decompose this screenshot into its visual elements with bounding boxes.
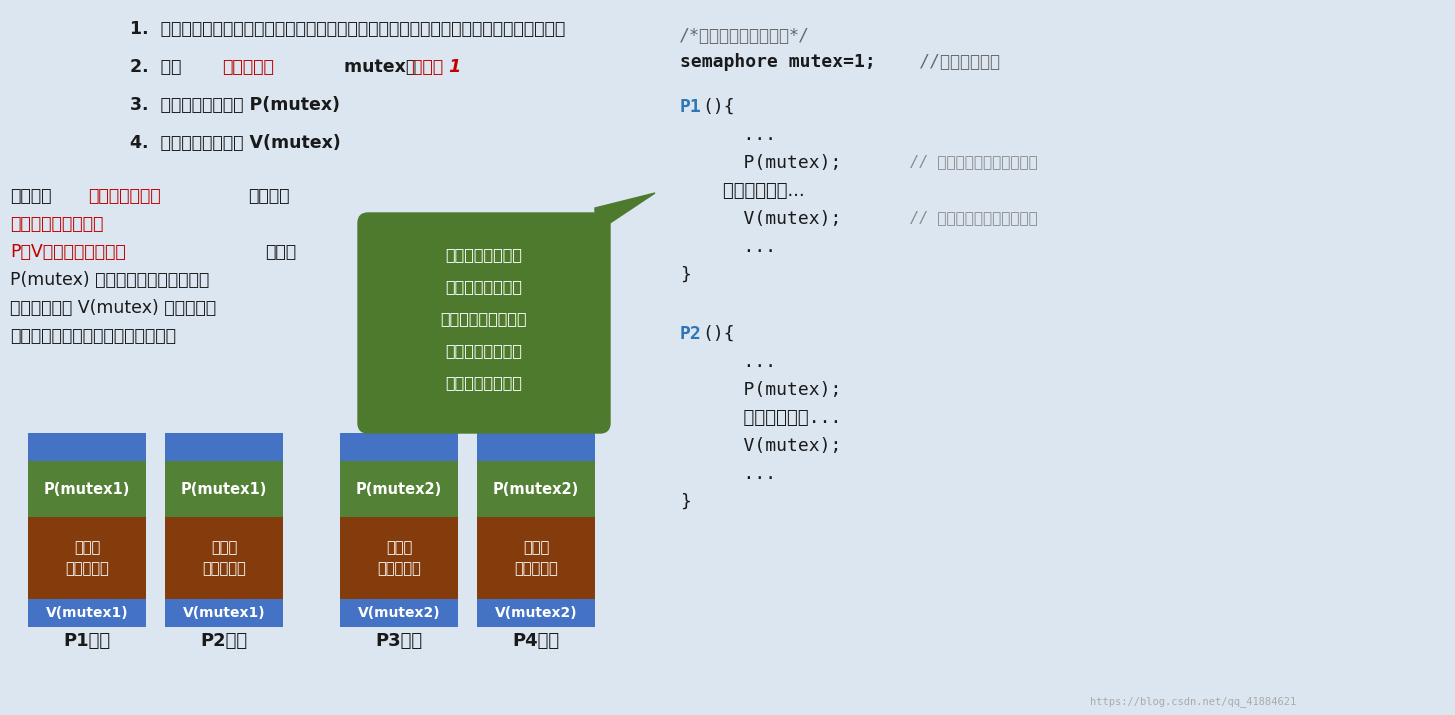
Text: /*信号量机制实现互斥*/: /*信号量机制实现互斥*/: [679, 27, 810, 45]
Text: // 使用临界资源前需要加锁: // 使用临界资源前需要加锁: [909, 154, 1037, 169]
Text: }: }: [679, 266, 691, 284]
Text: P(mutex) 就不能保证临界资源的互: P(mutex) 就不能保证临界资源的互: [10, 271, 210, 289]
Text: P1: P1: [679, 98, 701, 116]
Bar: [164, 517, 284, 599]
Text: P(mutex2): P(mutex2): [356, 481, 442, 496]
Polygon shape: [595, 193, 655, 233]
Text: 3.  在临界区之前执行 P(mutex): 3. 在临界区之前执行 P(mutex): [129, 96, 340, 114]
Bar: [340, 599, 458, 627]
Text: semaphore mutex=1;: semaphore mutex=1;: [679, 53, 876, 71]
Bar: [477, 517, 595, 599]
Text: P(mutex);: P(mutex);: [700, 381, 841, 399]
Text: P2进程: P2进程: [201, 632, 247, 650]
Text: // 使用临界资源后需要解锁: // 使用临界资源后需要解锁: [909, 210, 1037, 225]
Text: 永不被释放，等待进程永不被唤醒。: 永不被释放，等待进程永不被唤醒。: [10, 327, 176, 345]
Text: 临界区
（打印机）: 临界区 （打印机）: [65, 540, 109, 576]
Bar: [28, 461, 146, 517]
Text: 临界区
（摄像头）: 临界区 （摄像头）: [377, 540, 420, 576]
Text: (){: (){: [701, 98, 735, 116]
Text: V(mutex1): V(mutex1): [45, 606, 128, 620]
FancyBboxPatch shape: [358, 213, 610, 433]
Text: 临界区代码段...: 临界区代码段...: [700, 409, 841, 427]
Text: ...: ...: [700, 353, 776, 371]
Text: 需要设置: 需要设置: [247, 187, 290, 205]
Text: P(mutex1): P(mutex1): [180, 481, 268, 496]
Text: 不同的互斥信号量。: 不同的互斥信号量。: [10, 215, 103, 233]
Text: 可以把信号量的声: 可以把信号量的声: [445, 343, 522, 358]
Text: P2: P2: [679, 325, 701, 343]
Text: 要会自己定义记录: 要会自己定义记录: [445, 247, 522, 262]
Text: 1.  分析并发进程的关键活动，划定临界区（如：对临界资源打印机的访问就应放在临界区）: 1. 分析并发进程的关键活动，划定临界区（如：对临界资源打印机的访问就应放在临界…: [129, 20, 565, 38]
Text: 2.  设置: 2. 设置: [129, 58, 182, 76]
Bar: [28, 599, 146, 627]
Text: ...: ...: [700, 126, 776, 144]
Text: 。缺少: 。缺少: [265, 243, 297, 261]
Text: (){: (){: [701, 325, 735, 343]
Text: 4.  在临界区之后执行 V(mutex): 4. 在临界区之后执行 V(mutex): [129, 134, 340, 152]
Text: }: }: [679, 493, 691, 511]
Text: V(mutex);: V(mutex);: [700, 437, 841, 455]
Text: 题目中没特别说明，: 题目中没特别说明，: [441, 311, 527, 326]
Text: https://blog.csdn.net/qq_41884621: https://blog.csdn.net/qq_41884621: [1090, 696, 1296, 707]
Text: 临界区
（摄像头）: 临界区 （摄像头）: [514, 540, 557, 576]
Text: 初值为 1: 初值为 1: [412, 58, 461, 76]
Text: mutex，: mutex，: [338, 58, 416, 76]
Text: 注意：对: 注意：对: [10, 187, 51, 205]
Text: P(mutex1): P(mutex1): [44, 481, 129, 496]
Bar: [28, 517, 146, 599]
Text: V(mutex1): V(mutex1): [183, 606, 265, 620]
Text: V(mutex);: V(mutex);: [700, 210, 841, 228]
Bar: [164, 433, 284, 461]
Bar: [28, 433, 146, 461]
Bar: [164, 599, 284, 627]
Text: ...: ...: [700, 238, 776, 256]
Bar: [477, 461, 595, 517]
Bar: [477, 433, 595, 461]
Text: P3进程: P3进程: [375, 632, 422, 650]
Text: //初始化信号量: //初始化信号量: [901, 53, 1000, 71]
Text: V(mutex2): V(mutex2): [495, 606, 578, 620]
Text: 斥访问。缺少 V(mutex) 会导致资源: 斥访问。缺少 V(mutex) 会导致资源: [10, 299, 217, 317]
Text: P、V操作必须成对出现: P、V操作必须成对出现: [10, 243, 125, 261]
Text: P(mutex2): P(mutex2): [493, 481, 579, 496]
Text: ...: ...: [700, 465, 776, 483]
Text: 临界区
（打印机）: 临界区 （打印机）: [202, 540, 246, 576]
Text: V(mutex2): V(mutex2): [358, 606, 441, 620]
Bar: [340, 461, 458, 517]
Text: P4进程: P4进程: [512, 632, 560, 650]
Bar: [340, 517, 458, 599]
Text: 不同的临界资源: 不同的临界资源: [87, 187, 160, 205]
Text: 临界区代码段...: 临界区代码段...: [700, 182, 805, 200]
Text: 型信号量，但如果: 型信号量，但如果: [445, 279, 522, 294]
Bar: [477, 599, 595, 627]
Text: 互斥信号量: 互斥信号量: [223, 58, 274, 76]
Text: 明简写成这种形式: 明简写成这种形式: [445, 375, 522, 390]
Text: P1进程: P1进程: [64, 632, 111, 650]
Bar: [340, 433, 458, 461]
Bar: [164, 461, 284, 517]
Text: P(mutex);: P(mutex);: [700, 154, 841, 172]
